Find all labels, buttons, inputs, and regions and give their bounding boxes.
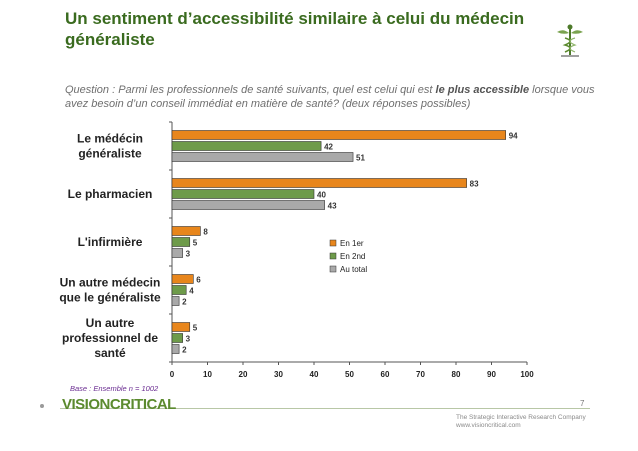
data-label: 8 — [203, 228, 208, 237]
category-label: professionnel de — [62, 331, 158, 345]
survey-question: Question : Parmi les professionnels de s… — [65, 83, 605, 111]
data-label: 83 — [470, 180, 479, 189]
data-label: 40 — [317, 191, 326, 200]
survey-question-prefix: Question : Parmi les professionnels de s… — [65, 84, 436, 96]
data-label: 2 — [182, 346, 187, 355]
x-tick-label: 60 — [381, 370, 390, 379]
category-label: L'infirmière — [78, 235, 143, 249]
survey-question-suffix: lorsque vous — [529, 84, 595, 96]
bar — [171, 285, 187, 295]
page-title-line-2: généraliste — [65, 30, 155, 49]
legend-label: En 1er — [340, 239, 364, 248]
x-tick-label: 40 — [310, 370, 319, 379]
data-label: 51 — [356, 154, 365, 163]
x-tick-label: 30 — [274, 370, 283, 379]
x-tick-label: 100 — [520, 370, 534, 379]
legend-swatch — [329, 239, 337, 247]
survey-question-line-1: Question : Parmi les professionnels de s… — [65, 83, 605, 97]
legend-swatch — [329, 265, 337, 273]
survey-question-emphasis: le plus accessible — [435, 84, 530, 96]
category-label: Un autre — [86, 316, 135, 330]
company-tagline-line-1: The Strategic Interactive Research Compa… — [456, 414, 586, 421]
company-url: www.visioncritical.com — [456, 422, 521, 429]
category-label: santé — [94, 346, 126, 360]
bar — [171, 296, 180, 306]
x-tick-label: 0 — [170, 370, 175, 379]
data-label: 3 — [186, 335, 191, 344]
data-label: 3 — [186, 250, 191, 259]
legend-label: Au total — [340, 265, 367, 274]
data-label: 42 — [324, 143, 333, 152]
page-title-line-1: Un sentiment d’accessibilité similaire à… — [65, 9, 525, 28]
x-tick-label: 10 — [203, 370, 212, 379]
data-label: 5 — [193, 239, 198, 248]
x-tick-label: 70 — [416, 370, 425, 379]
category-label: généraliste — [78, 147, 142, 161]
data-label: 6 — [196, 276, 201, 285]
data-label: 43 — [328, 202, 337, 211]
legend-label: En 2nd — [340, 252, 365, 261]
footer-dot — [40, 404, 44, 408]
category-label: Le médécin — [77, 132, 143, 146]
bar — [171, 344, 180, 354]
category-label: Le pharmacien — [68, 187, 153, 201]
data-label: 4 — [189, 287, 194, 296]
bar — [171, 189, 315, 199]
bar — [171, 200, 325, 210]
x-tick-label: 20 — [239, 370, 248, 379]
caduceus-logo-icon — [557, 24, 583, 57]
x-tick-label: 90 — [487, 370, 496, 379]
page-number: 7 — [580, 399, 585, 408]
data-label: 2 — [182, 298, 187, 307]
bar — [171, 178, 467, 188]
x-tick-label: 80 — [452, 370, 461, 379]
bar — [171, 333, 183, 343]
bar — [171, 226, 201, 236]
data-label: 94 — [509, 132, 518, 141]
legend-swatch — [329, 252, 337, 260]
bar — [171, 237, 191, 247]
category-label: que le généraliste — [59, 291, 161, 305]
base-note: Base : Ensemble n = 1002 — [70, 384, 159, 393]
data-label: 5 — [193, 324, 198, 333]
bar — [171, 152, 354, 162]
bar — [171, 248, 183, 258]
bar — [171, 130, 507, 140]
page-title: Un sentiment d’accessibilité similaire à… — [65, 8, 535, 50]
bar — [171, 274, 194, 284]
category-label: Un autre médecin — [60, 276, 161, 290]
company-tagline: The Strategic Interactive Research Compa… — [456, 414, 586, 430]
survey-question-line-2: avez besoin d’un conseil immédiat en mat… — [65, 98, 471, 110]
x-tick-label: 50 — [345, 370, 354, 379]
brand-logo: VISIONCRITICAL — [62, 396, 176, 413]
bar — [171, 322, 191, 332]
bar — [171, 141, 322, 151]
footer-divider — [60, 408, 590, 409]
